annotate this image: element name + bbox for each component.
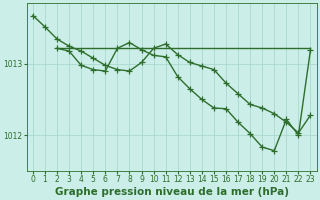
X-axis label: Graphe pression niveau de la mer (hPa): Graphe pression niveau de la mer (hPa) (55, 187, 289, 197)
